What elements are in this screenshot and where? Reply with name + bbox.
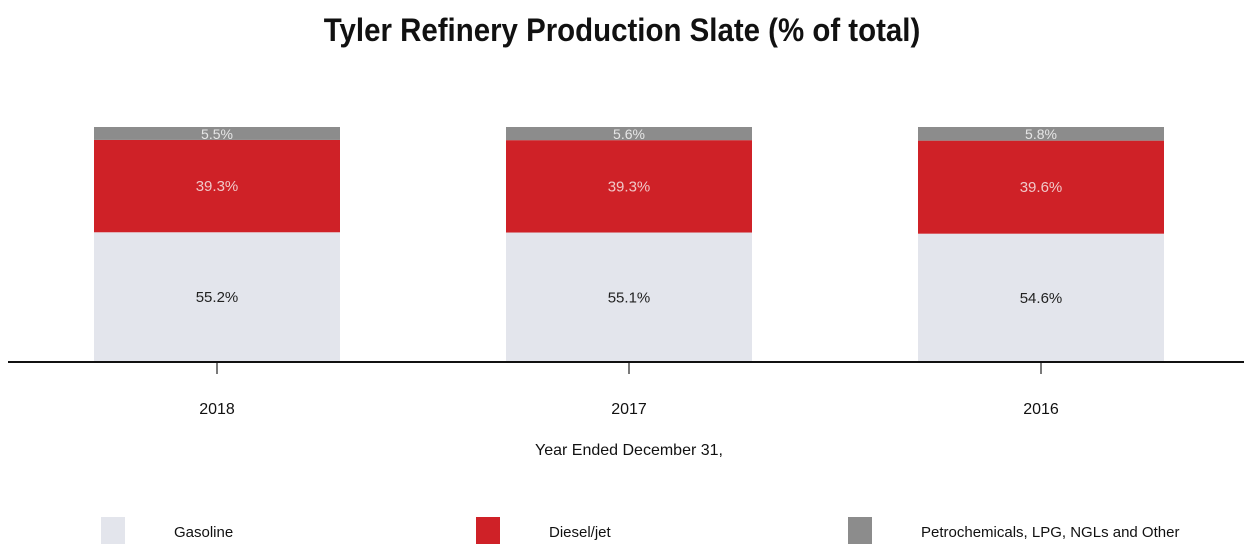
data-label-petrochemicals-lpg-ngls-and-other-2017: 5.6% bbox=[613, 126, 645, 142]
chart-title: Tyler Refinery Production Slate (% of to… bbox=[323, 12, 921, 48]
bar-segment-diesel-jet-2017 bbox=[506, 140, 752, 233]
legend-label-petrochemicals-lpg-ngls-and-other: Petrochemicals, LPG, NGLs and Other bbox=[921, 524, 1180, 541]
legend-swatch-petrochemicals-lpg-ngls-and-other bbox=[848, 517, 872, 544]
bar-segment-petrochemicals-lpg-ngls-and-other-2016 bbox=[918, 127, 1164, 141]
bar-segment-petrochemicals-lpg-ngls-and-other-2017 bbox=[506, 127, 752, 141]
data-label-diesel-jet-2018: 39.3% bbox=[196, 178, 239, 195]
x-axis-title: Year Ended December 31, bbox=[535, 442, 723, 459]
legend-label-gasoline: Gasoline bbox=[174, 524, 234, 541]
x-tick-label-2016: 2016 bbox=[1023, 401, 1059, 418]
bar-segment-gasoline-2017 bbox=[506, 232, 752, 362]
data-label-gasoline-2017: 55.1% bbox=[608, 289, 651, 306]
data-label-petrochemicals-lpg-ngls-and-other-2016: 5.8% bbox=[1025, 126, 1057, 142]
data-label-gasoline-2016: 54.6% bbox=[1020, 290, 1063, 307]
bar-segment-petrochemicals-lpg-ngls-and-other-2018 bbox=[94, 127, 340, 140]
data-label-petrochemicals-lpg-ngls-and-other-2018: 5.5% bbox=[201, 126, 233, 142]
legend-swatch-diesel-jet bbox=[476, 517, 500, 544]
bar-segment-gasoline-2016 bbox=[918, 233, 1164, 362]
bar-segment-gasoline-2018 bbox=[94, 232, 340, 362]
legend-label-diesel-jet: Diesel/jet bbox=[549, 524, 611, 541]
data-label-diesel-jet-2016: 39.6% bbox=[1020, 179, 1063, 196]
bar-segment-diesel-jet-2018 bbox=[94, 139, 340, 233]
x-tick-label-2018: 2018 bbox=[199, 401, 235, 418]
data-label-diesel-jet-2017: 39.3% bbox=[608, 178, 651, 195]
data-label-gasoline-2018: 55.2% bbox=[196, 289, 239, 306]
legend-swatch-gasoline bbox=[101, 517, 125, 544]
x-tick-label-2017: 2017 bbox=[611, 401, 647, 418]
bar-segment-diesel-jet-2016 bbox=[918, 140, 1164, 234]
